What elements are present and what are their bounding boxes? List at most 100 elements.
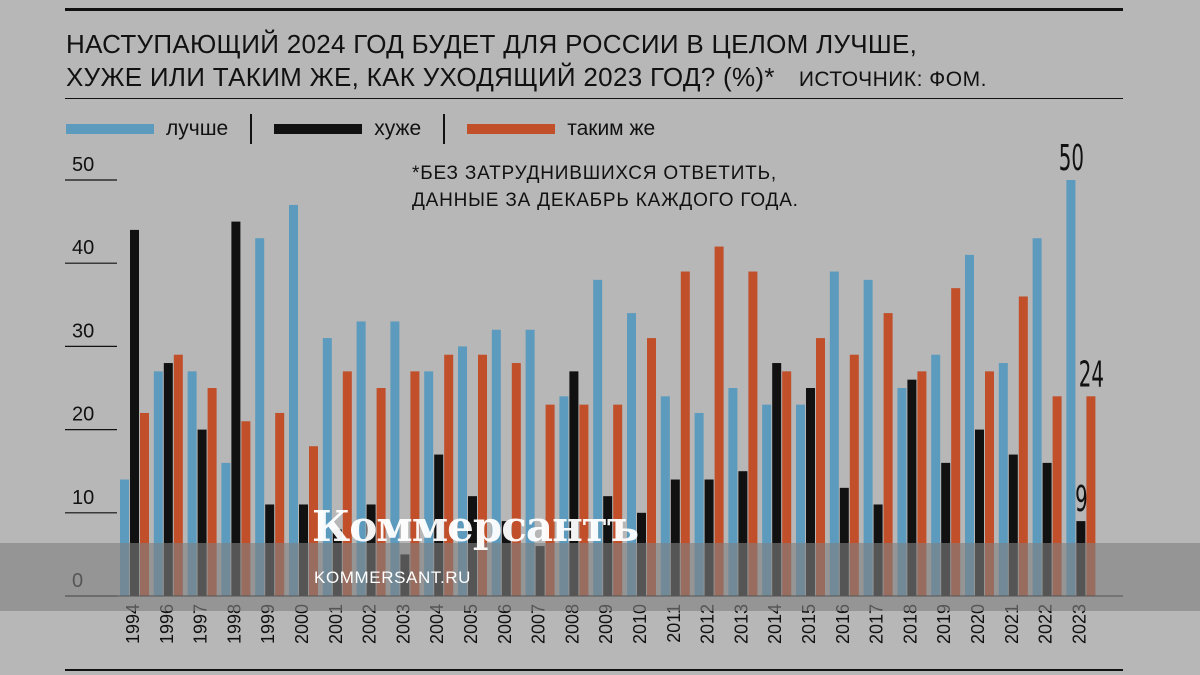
bar-better [289, 204, 298, 596]
bar-worse [704, 479, 714, 596]
bar-same [748, 271, 758, 596]
bar-same [140, 412, 149, 596]
bar-worse [772, 363, 782, 596]
bar-better [897, 388, 907, 596]
legend-item-better: лучше [66, 117, 228, 141]
bar-better [153, 371, 163, 596]
bar-worse [670, 479, 680, 596]
watermark-url: KOMMERSANT.RU [314, 568, 472, 587]
x-tick-label: 2016 [833, 604, 853, 644]
bar-same [478, 354, 487, 596]
bar-better [525, 329, 535, 596]
bar-same [545, 404, 555, 596]
bar-same [444, 354, 454, 596]
bar-better [356, 321, 366, 596]
bar-same [816, 338, 825, 596]
x-tick-label: 1997 [191, 604, 211, 644]
x-tick-label: 2008 [562, 604, 582, 644]
bar-better [424, 371, 434, 596]
bar-better [660, 396, 670, 596]
bar-better [931, 354, 941, 596]
bar-better [458, 346, 467, 596]
bar-better [762, 404, 772, 596]
x-tick-label: 2001 [326, 604, 346, 644]
last-value-label-worse: 9 [1075, 478, 1088, 520]
top-rule [65, 8, 1123, 11]
bar-worse [130, 229, 139, 597]
bar-worse [806, 388, 815, 596]
bar-better [322, 338, 332, 596]
bar-better [187, 371, 197, 596]
chart-title-line2-text: ХУЖЕ ИЛИ ТАКИМ ЖЕ, КАК УХОДЯЩИЙ 2023 ГОД… [66, 62, 775, 92]
bar-worse [907, 379, 917, 596]
legend-swatch-same [467, 124, 556, 134]
legend-separator [250, 114, 253, 144]
bar-better [965, 254, 974, 596]
bar-better [390, 321, 400, 596]
bar-better [627, 313, 636, 596]
bar-same [207, 388, 217, 596]
chart-footnote-line1: *БЕЗ ЗАТРУДНИВШИХСЯ ОТВЕТИТЬ, [412, 163, 777, 184]
bar-worse [231, 221, 241, 596]
legend-label-same: таким же [567, 117, 656, 140]
bar-worse [1042, 462, 1052, 596]
bar-same [1052, 396, 1062, 596]
bar-same [342, 371, 352, 596]
bar-better [559, 396, 569, 596]
bar-same [309, 446, 318, 596]
chart-title-line2: ХУЖЕ ИЛИ ТАКИМ ЖЕ, КАК УХОДЯЩИЙ 2023 ГОД… [66, 61, 1126, 96]
x-tick-label: 2007 [529, 604, 549, 644]
x-tick-label: 2009 [596, 604, 616, 644]
bar-same [241, 421, 251, 596]
bar-better [120, 479, 129, 596]
legend-swatch-better [66, 124, 154, 134]
bar-better [255, 238, 265, 597]
bar-worse [839, 487, 849, 596]
watermark-band [0, 543, 1200, 611]
x-tick-label: 2020 [968, 604, 988, 644]
bar-same [1086, 396, 1096, 596]
chart-footnote: *БЕЗ ЗАТРУДНИВШИХСЯ ОТВЕТИТЬ, ДАННЫЕ ЗА … [412, 160, 799, 214]
bar-worse [197, 429, 207, 596]
bar-same [579, 404, 589, 596]
bar-same [985, 371, 994, 596]
legend-label-worse: хуже [374, 117, 422, 140]
bottom-rule [65, 669, 1123, 671]
bar-same [613, 404, 623, 596]
bar-better [491, 329, 501, 596]
legend-item-worse: хуже [274, 117, 421, 141]
legend-separator [443, 114, 446, 144]
chart-title-line1: НАСТУПАЮЩИЙ 2024 ГОД БУДЕТ ДЛЯ РОССИИ В … [66, 29, 918, 59]
x-tick-label: 2017 [867, 604, 887, 644]
chart-legend: лучше хуже таким же [66, 114, 655, 144]
last-value-label-same: 24 [1079, 353, 1104, 395]
watermark-logo: Коммерсантъ [312, 502, 639, 551]
bar-better [728, 388, 738, 596]
bar-worse [163, 363, 173, 596]
x-tick-label: 2000 [292, 604, 312, 644]
x-tick-label: 1994 [123, 604, 143, 644]
y-tick-label: 50 [72, 154, 94, 176]
bar-same [173, 354, 183, 596]
bar-same [680, 271, 690, 596]
bar-same [849, 354, 859, 596]
bar-same [376, 388, 386, 596]
legend-label-better: лучше [166, 117, 229, 140]
x-tick-label: 1998 [224, 604, 244, 644]
bar-better [796, 404, 805, 596]
bar-worse [738, 471, 748, 596]
x-tick-label: 2003 [393, 604, 413, 644]
x-tick-label: 2018 [900, 604, 920, 644]
bar-better [863, 279, 873, 596]
bar-better [1066, 180, 1076, 596]
bar-same [511, 363, 521, 596]
y-tick-label: 10 [72, 487, 94, 509]
x-tick-label: 2014 [765, 604, 785, 644]
bar-worse [975, 429, 984, 596]
x-tick-label: 2004 [427, 604, 447, 644]
bar-same [883, 313, 893, 596]
x-tick-label: 2021 [1002, 604, 1022, 644]
chart-source: ИСТОЧНИК: ФОМ. [798, 68, 987, 91]
x-tick-label: 2015 [799, 604, 819, 644]
x-tick-label: 2013 [731, 604, 751, 644]
